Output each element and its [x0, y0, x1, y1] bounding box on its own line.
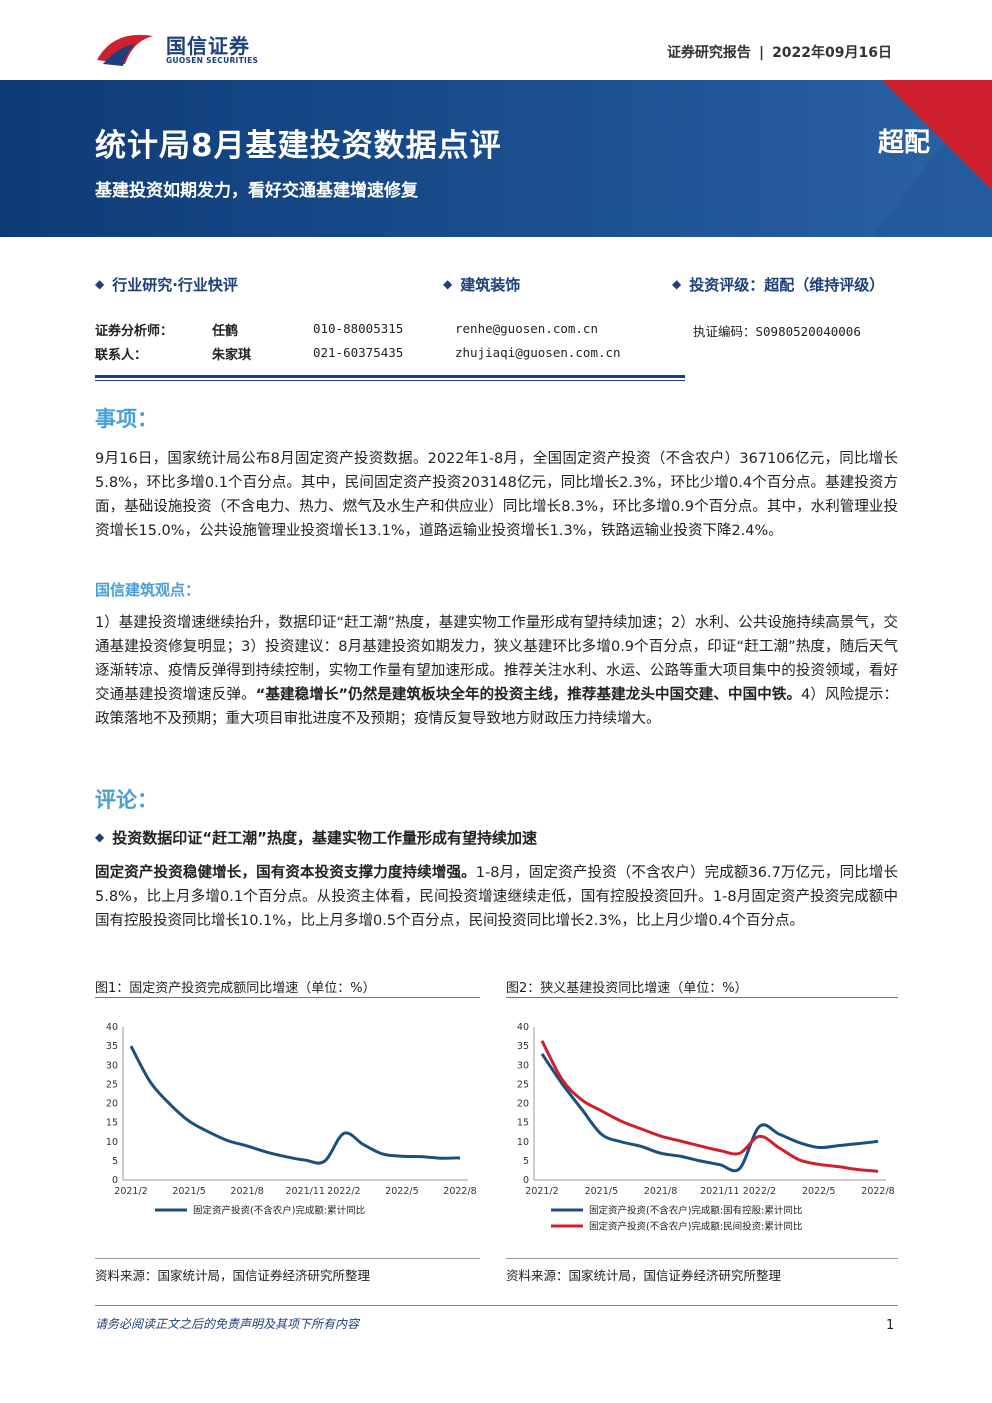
page-number: 1	[886, 1318, 895, 1333]
comment-paragraph: 固定资产投资稳健增长，国有资本投资支撑力度持续增强。1-8月，固定资产投资（不含…	[95, 861, 898, 933]
y-tick-label: 35	[106, 1041, 118, 1052]
y-tick-label: 30	[106, 1060, 118, 1071]
x-tick-label: 2021/11	[285, 1186, 324, 1197]
x-tick-label: 2022/8	[443, 1186, 476, 1197]
meta-sector: ◆ 建筑装饰	[443, 274, 520, 295]
report-date: 2022年09月16日	[772, 45, 892, 61]
fig2-top-rule	[506, 997, 898, 998]
diamond-icon: ◆	[95, 277, 105, 291]
analyst-label: 证券分析师：	[95, 324, 174, 339]
y-tick-label: 5	[523, 1156, 529, 1167]
analyst-phone: 010-88005315	[313, 321, 404, 336]
analyst-email[interactable]: renhe@guosen.com.cn	[455, 321, 598, 336]
fig1-top-rule	[95, 997, 480, 998]
y-tick-label: 10	[106, 1137, 118, 1148]
y-tick-label: 15	[517, 1118, 529, 1129]
x-tick-label: 2022/8	[861, 1186, 894, 1197]
diamond-icon: ◆	[443, 277, 453, 291]
x-tick-label: 2021/2	[525, 1186, 558, 1197]
x-tick-label: 2021/2	[114, 1186, 147, 1197]
sector-label: 建筑装饰	[460, 276, 521, 294]
comment-bullet: ◆ 投资数据印证“赶工潮”热度，基建实物工作量形成有望持续加速	[95, 827, 537, 848]
y-tick-label: 0	[523, 1175, 529, 1186]
meta-category: ◆ 行业研究·行业快评	[95, 274, 238, 295]
category-label: 行业研究·行业快评	[112, 276, 238, 294]
y-tick-label: 20	[106, 1099, 118, 1110]
y-tick-label: 10	[517, 1137, 529, 1148]
fig1-bottom-rule	[95, 1258, 480, 1259]
y-tick-label: 40	[106, 1022, 118, 1033]
x-tick-label: 2022/5	[385, 1186, 418, 1197]
section-heading-comment: 评论：	[95, 788, 158, 812]
report-title: 统计局8月基建投资数据点评	[95, 128, 502, 164]
meta-rating: ◆ 投资评级：超配（维持评级）	[672, 274, 884, 295]
x-tick-label: 2022/2	[743, 1186, 776, 1197]
y-tick-label: 30	[517, 1060, 529, 1071]
footer-rule	[95, 1305, 898, 1306]
section-heading-event: 事项：	[95, 407, 158, 431]
x-tick-label: 2021/11	[700, 1186, 739, 1197]
diamond-icon: ◆	[672, 277, 682, 291]
contact-divider	[95, 375, 685, 381]
contact-email[interactable]: zhujiaqi@guosen.com.cn	[455, 345, 621, 360]
footer-disclaimer: 请务必阅读正文之后的免责声明及其项下所有内容	[95, 1317, 360, 1331]
legend-label: 固定资产投资(不含农户)完成额:国有控股:累计同比	[589, 1205, 802, 1217]
separator: |	[758, 45, 765, 61]
analyst-cert: 执证编码：S0980520040006	[693, 324, 861, 339]
fig2-source: 资料来源：国家统计局，国信证券经济研究所整理	[506, 1268, 782, 1283]
top-header: 国信证券 GUOSEN SECURITIES 证券研究报告 | 2022年09月16…	[0, 0, 992, 80]
y-tick-label: 15	[106, 1118, 118, 1129]
contact-phone: 021-60375435	[313, 345, 404, 360]
x-tick-label: 2021/5	[172, 1186, 205, 1197]
logo-text-en: GUOSEN SECURITIES	[166, 56, 259, 65]
series-line	[540, 1052, 879, 1173]
guosen-logo-icon	[97, 34, 153, 66]
series-line	[129, 1045, 461, 1165]
y-tick-label: 0	[112, 1175, 118, 1186]
bullet-text: 投资数据印证“赶工潮”热度，基建实物工作量形成有望持续加速	[112, 829, 537, 847]
y-tick-label: 25	[517, 1079, 529, 1090]
diamond-icon: ◆	[95, 830, 105, 844]
x-tick-label: 2021/8	[644, 1186, 677, 1197]
legend-label: 固定资产投资(不含农户)完成额:民间投资:累计同比	[589, 1221, 802, 1233]
series-line	[540, 1040, 879, 1173]
title-banner: 统计局8月基建投资数据点评 基建投资如期发力，看好交通基建增速修复 超配	[0, 80, 992, 237]
contact-label: 联系人：	[95, 348, 148, 363]
report-subtitle: 基建投资如期发力，看好交通基建增速修复	[95, 181, 418, 201]
fig1-chart: 0 5 10 15 20 25 30 35 40 2021/2 2021/5 2021/8 2021/1…	[106, 1022, 477, 1217]
view-paragraph: 1）基建投资增速继续抬升，数据印证“赶工潮”热度，基建实物工作量形成有望持续加速…	[95, 611, 898, 731]
x-tick-label: 2022/5	[802, 1186, 835, 1197]
view-text-bold: “基建稳增长”仍然是建筑板块全年的投资主线，推荐基建龙头中国交建、中国中铁。	[255, 687, 802, 703]
fig2-bottom-rule	[506, 1258, 898, 1259]
report-type: 证券研究报告	[666, 45, 751, 61]
rating-label: 投资评级：超配（维持评级）	[689, 276, 885, 294]
comment-text-bold: 固定资产投资稳健增长，国有资本投资支撑力度持续增强。	[95, 865, 476, 881]
y-tick-label: 20	[517, 1099, 529, 1110]
fig1-caption: 图1：固定资产投资完成额同比增速（单位：%）	[95, 981, 376, 996]
fig2-caption: 图2：狭义基建投资同比增速（单位：%）	[506, 981, 748, 996]
legend-label: 固定资产投资(不含农户)完成额:累计同比	[193, 1205, 365, 1217]
view-text-a: 1）基建投资增速继续抬升，数据印证“赶工潮”热度，基建实物工作量形成有望持续加速…	[95, 615, 898, 703]
logo-text-cn: 国信证券	[166, 34, 250, 58]
y-tick-label: 5	[112, 1156, 118, 1167]
contact-name: 朱家琪	[212, 348, 252, 363]
y-tick-label: 35	[517, 1041, 529, 1052]
x-tick-label: 2021/5	[585, 1186, 618, 1197]
view-text-c: 4）风险提示：政策落地不及预期；重大项目审批进度不及预期；疫情反复导致地方财政压…	[95, 687, 898, 727]
rating-badge: 超配	[877, 128, 930, 158]
y-tick-label: 25	[106, 1079, 118, 1090]
fig1-source: 资料来源：国家统计局，国信证券经济研究所整理	[95, 1268, 371, 1283]
report-tag: 证券研究报告 | 2022年09月16日	[667, 42, 892, 62]
x-tick-label: 2021/8	[230, 1186, 263, 1197]
section-heading-view: 国信建筑观点：	[95, 581, 201, 599]
banner-accent-shape	[872, 80, 992, 237]
y-tick-label: 40	[517, 1022, 529, 1033]
analyst-name: 任鹤	[212, 324, 239, 339]
comment-text-rest: 1-8月，固定资产投资（不含农户）完成额36.7万亿元，同比增长5.8%，比上月…	[95, 865, 898, 929]
fig2-chart: 0 5 10 15 20 25 30 35 40 2021/2 2021/5 2021/8 2021/1…	[517, 1022, 895, 1233]
event-paragraph: 9月16日，国家统计局公布8月固定资产投资数据。2022年1-8月，全国固定资产…	[95, 451, 898, 539]
x-tick-label: 2022/2	[327, 1186, 360, 1197]
